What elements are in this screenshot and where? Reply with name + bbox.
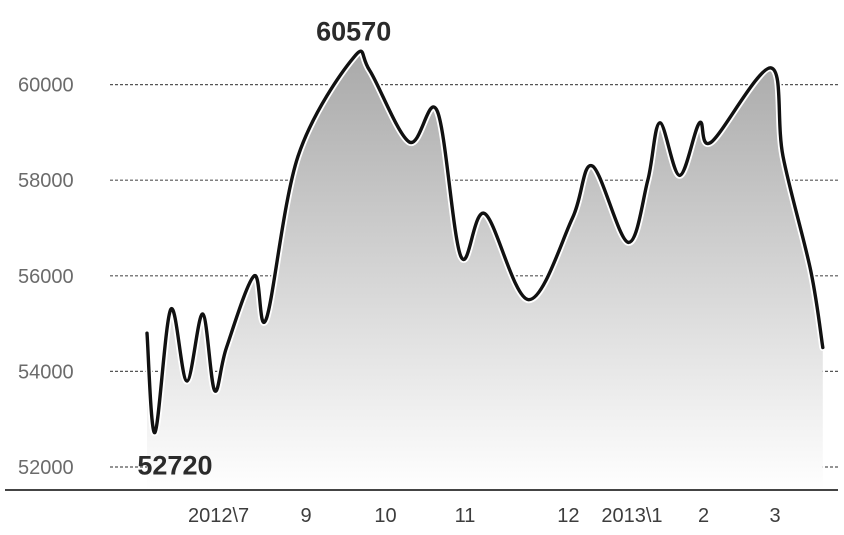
min-value-label: 52720 xyxy=(137,451,212,481)
series-line xyxy=(145,49,825,435)
y-axis-tick-labels: 52000 54000 56000 58000 60000 xyxy=(18,75,74,479)
x-tick-label: 9 xyxy=(300,505,311,527)
x-axis-tick-labels: 2012\7 9 10 11 12 2013\1 2 3 xyxy=(188,505,781,527)
y-tick-label: 60000 xyxy=(18,75,74,97)
x-tick-label: 3 xyxy=(769,505,780,527)
y-tick-label: 52000 xyxy=(18,457,74,479)
x-tick-label: 10 xyxy=(374,505,396,527)
x-tick-label: 2012\7 xyxy=(188,505,249,527)
x-tick-label: 12 xyxy=(557,505,579,527)
x-tick-label: 2 xyxy=(698,505,709,527)
y-tick-label: 54000 xyxy=(18,361,74,383)
max-value-label: 60570 xyxy=(316,16,391,46)
series-area-fill xyxy=(147,51,823,491)
y-tick-label: 58000 xyxy=(18,170,74,192)
x-tick-label: 2013\1 xyxy=(601,505,662,527)
x-tick-label: 11 xyxy=(455,505,476,527)
y-tick-label: 56000 xyxy=(18,266,74,288)
annotations: 60570 52720 xyxy=(137,16,391,480)
